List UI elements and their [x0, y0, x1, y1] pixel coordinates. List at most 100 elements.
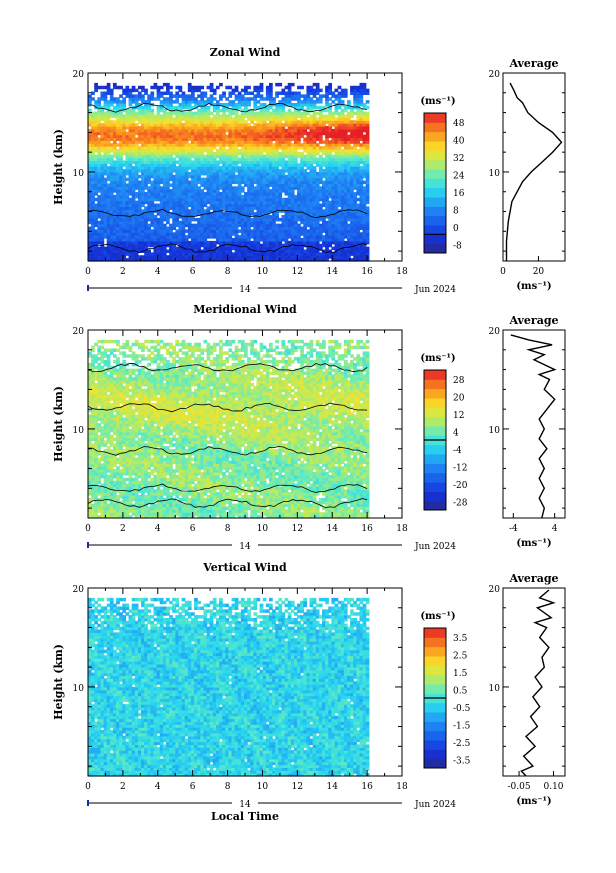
- heatmap-cell: [119, 220, 123, 225]
- heatmap-cell: [128, 189, 133, 193]
- heatmap-cell: [88, 189, 92, 193]
- heatmap-cell: [88, 148, 92, 153]
- heatmap-cell: [103, 246, 108, 251]
- heatmap-cell: [112, 194, 117, 199]
- heatmap-cell: [362, 82, 367, 87]
- heatmap-cell: [150, 85, 155, 90]
- heatmap-cell: [125, 220, 130, 225]
- heatmap-cell: [131, 252, 136, 256]
- heatmap-cell: [144, 215, 148, 219]
- heatmap-cell: [112, 125, 117, 130]
- heatmap-cell: [137, 166, 142, 170]
- heatmap-cell: [153, 85, 158, 90]
- heatmap-cell: [116, 249, 120, 253]
- heatmap-cell: [150, 123, 155, 127]
- heatmap-cell: [128, 140, 133, 144]
- heatmap-cell: [100, 255, 105, 259]
- heatmap-cell: [106, 240, 111, 245]
- heatmap-cells: [88, 82, 370, 262]
- heatmap-cell: [91, 148, 95, 153]
- heatmap-cell: [147, 206, 152, 210]
- heatmap-cell: [128, 137, 133, 141]
- heatmap-cell: [125, 148, 130, 153]
- heatmap-cell: [88, 194, 92, 199]
- heatmap-cell: [150, 243, 155, 248]
- heatmap-cell: [134, 235, 139, 239]
- heatmap-cell: [125, 246, 130, 251]
- heatmap-cell: [137, 223, 142, 228]
- heatmap-cell: [141, 134, 145, 139]
- heatmap-cell: [100, 105, 105, 110]
- heatmap-cell: [147, 97, 152, 101]
- heatmap-cell: [131, 128, 136, 133]
- heatmap-cell: [144, 220, 148, 225]
- heatmap-cell: [106, 232, 111, 236]
- heatmap-cell: [147, 128, 152, 133]
- heatmap-cell: [150, 229, 155, 233]
- heatmap-cell: [141, 137, 145, 141]
- heatmap-cell: [100, 123, 105, 127]
- heatmap-cell: [134, 100, 139, 104]
- heatmap-cell: [141, 203, 145, 208]
- heatmap-cell: [156, 223, 161, 228]
- heatmap-cell: [147, 125, 152, 130]
- heatmap-cell: [128, 229, 133, 233]
- heatmap-cell: [134, 209, 139, 213]
- heatmap-cell: [137, 255, 142, 259]
- heatmap-cell: [131, 220, 136, 225]
- heatmap-cell: [156, 183, 161, 187]
- heatmap-cell: [88, 203, 92, 208]
- heatmap-cell: [109, 220, 114, 225]
- heatmap-cell: [112, 160, 117, 164]
- heatmap-cell: [97, 258, 102, 262]
- heatmap-cell: [134, 123, 139, 127]
- heatmap-cell: [131, 174, 136, 179]
- heatmap-cell: [141, 146, 145, 150]
- heatmap-cell: [94, 192, 98, 196]
- heatmap-cell: [109, 240, 114, 245]
- heatmap-cell: [134, 146, 139, 150]
- heatmap-cell: [137, 114, 142, 118]
- heatmap-cell: [144, 235, 148, 239]
- heatmap-cell: [103, 209, 108, 213]
- heatmap-cell: [94, 217, 98, 222]
- heatmap-cell: [97, 140, 102, 144]
- heatmap-cell: [94, 140, 98, 144]
- heatmap-cell: [91, 192, 95, 196]
- heatmap-cell: [128, 238, 133, 242]
- heatmap-cell: [125, 206, 130, 210]
- heatmap-cell: [94, 238, 98, 242]
- heatmap-cell: [100, 85, 105, 90]
- heatmap-cell: [116, 246, 120, 251]
- heatmap-cell: [122, 186, 127, 190]
- heatmap-cell: [116, 229, 120, 233]
- heatmap-cell: [112, 131, 117, 136]
- heatmap-cell: [128, 117, 133, 121]
- heatmap-cell: [153, 146, 158, 150]
- heatmap-cell: [131, 203, 136, 208]
- heatmap-cell: [134, 223, 139, 228]
- heatmap-cell: [200, 85, 205, 90]
- heatmap-cell: [150, 200, 155, 205]
- heatmap-cell: [150, 255, 155, 259]
- heatmap-cell: [112, 189, 117, 193]
- heatmap-cell: [141, 123, 145, 127]
- heatmap-cell: [109, 235, 114, 239]
- heatmap-cell: [144, 229, 148, 233]
- heatmap-cell: [103, 194, 108, 199]
- heatmap-cell: [100, 131, 105, 136]
- heatmap-cell: [100, 157, 105, 162]
- heatmap-cell: [134, 151, 139, 156]
- heatmap-cell: [134, 148, 139, 153]
- heatmap-cell: [128, 258, 133, 262]
- heatmap-cell: [137, 235, 142, 239]
- heatmap-cell: [97, 246, 102, 251]
- heatmap-cell: [137, 163, 142, 167]
- heatmap-cell: [156, 171, 161, 176]
- heatmap-cell: [134, 131, 139, 136]
- heatmap-cell: [156, 220, 161, 225]
- heatmap-cell: [116, 103, 120, 107]
- heatmap-cell: [112, 137, 117, 141]
- heatmap-cell: [97, 235, 102, 239]
